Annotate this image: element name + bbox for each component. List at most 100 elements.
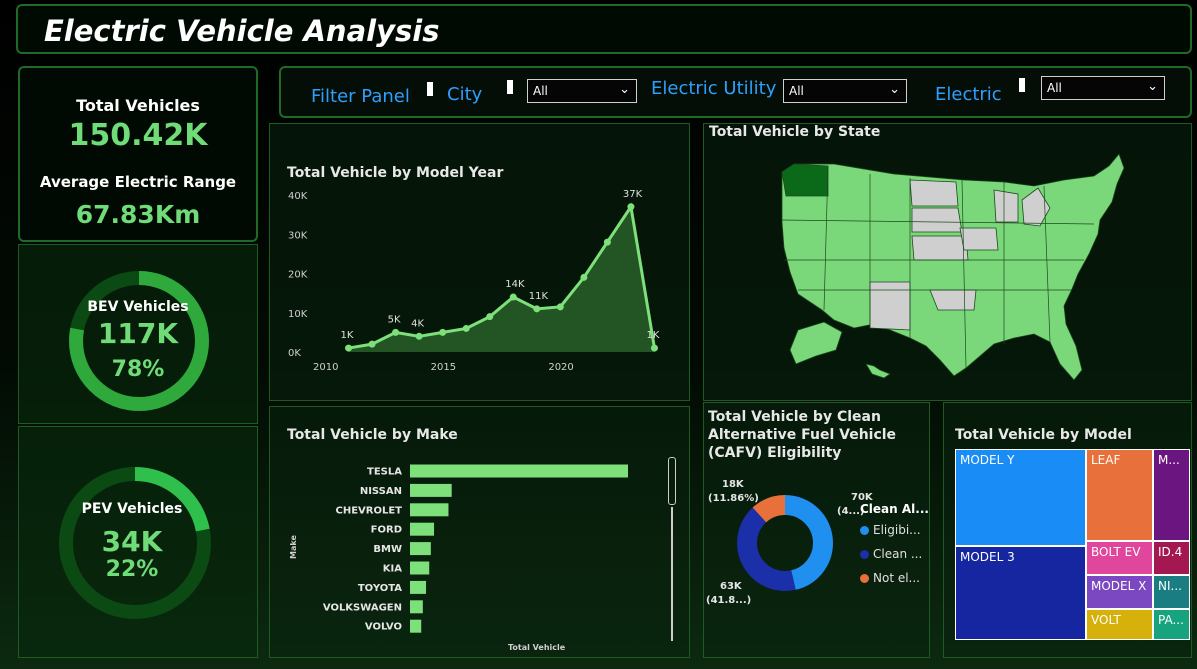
x-axis-label: Total Vehicle	[508, 643, 566, 652]
category-label: VOLKSWAGEN	[323, 602, 402, 613]
data-point[interactable]	[650, 344, 658, 352]
bev-pct: 78%	[111, 357, 165, 382]
bar[interactable]	[410, 619, 422, 633]
data-point[interactable]	[392, 328, 400, 336]
data-point[interactable]	[603, 238, 611, 246]
data-label: 4K	[411, 318, 424, 329]
state-oklahoma[interactable]	[929, 289, 977, 311]
state-nebraska[interactable]	[911, 235, 969, 261]
data-point[interactable]	[462, 324, 470, 332]
data-point[interactable]	[627, 203, 635, 211]
kpi-card: Total Vehicles 150.42K Average Electric …	[18, 66, 258, 242]
bar[interactable]	[410, 580, 427, 594]
slice-pct-label: (11.86%)	[708, 493, 759, 504]
category-label: TOYOTA	[358, 583, 402, 594]
treemap-cell-m[interactable]: M...	[1153, 449, 1190, 541]
chevron-down-icon: ⌄	[619, 82, 630, 97]
pev-label: PEV Vehicles	[81, 501, 183, 517]
utility-filter-label: Electric Utility	[651, 78, 777, 99]
scrollbar-track[interactable]	[671, 507, 673, 641]
state-north-dakota[interactable]	[909, 179, 959, 207]
city-select[interactable]: All ⌄	[527, 79, 637, 103]
legend-item[interactable]: Not el...	[860, 571, 920, 585]
treemap-cell-model-y[interactable]: MODEL Y	[955, 449, 1086, 546]
city-filter-label: City	[447, 84, 483, 105]
pev-ring	[59, 467, 211, 619]
state-iowa[interactable]	[959, 227, 999, 251]
x-tick-label: 2015	[431, 362, 456, 373]
data-point[interactable]	[533, 305, 541, 313]
state-alaska[interactable]	[789, 321, 843, 365]
x-tick-label: 2010	[313, 362, 338, 373]
data-point[interactable]	[368, 340, 376, 348]
treemap-cell-ni[interactable]: NI...	[1153, 575, 1190, 609]
us-map[interactable]	[704, 124, 1191, 400]
data-label: 14K	[505, 279, 525, 290]
data-point[interactable]	[486, 313, 494, 321]
legend-dot-icon	[860, 526, 869, 535]
treemap-cell-model-x[interactable]: MODEL X	[1086, 575, 1153, 609]
state-hawaii[interactable]	[865, 363, 891, 379]
collapse-handle[interactable]	[427, 82, 433, 96]
state-map-panel: Total Vehicle by State	[703, 123, 1192, 401]
pie-slice[interactable]	[737, 495, 833, 591]
treemap-cell-id4[interactable]: ID.4	[1153, 541, 1190, 575]
collapse-handle[interactable]	[1019, 78, 1025, 92]
data-point[interactable]	[415, 332, 423, 340]
legend-label: Clean ...	[873, 547, 923, 561]
data-label: 37K	[623, 189, 643, 200]
filter-panel-label: Filter Panel	[311, 86, 410, 107]
bar[interactable]	[410, 503, 449, 517]
header-bar: Electric Vehicle Analysis	[16, 4, 1192, 54]
avg-range-label: Average Electric Range	[39, 173, 237, 191]
treemap-cell-leaf[interactable]: LEAF	[1086, 449, 1153, 541]
y-tick-label: 30K	[288, 230, 308, 241]
legend-item[interactable]: Clean ...	[860, 547, 922, 561]
bar[interactable]	[410, 561, 430, 575]
data-point[interactable]	[345, 344, 353, 352]
data-point[interactable]	[580, 273, 588, 281]
model-year-title: Total Vehicle by Model Year	[287, 165, 504, 181]
make-title: Total Vehicle by Make	[287, 427, 458, 443]
bar[interactable]	[410, 600, 423, 614]
model-year-chart: 0K 10K 20K 30K 40K 2010 2015 2020 1K 5K 4K 14K 11K 37…	[288, 189, 660, 373]
legend-dot-icon	[860, 574, 869, 583]
legend-label: Eligibi...	[873, 523, 921, 537]
state-new-mexico[interactable]	[869, 281, 911, 331]
category-label: KIA	[383, 564, 402, 575]
total-vehicles-label: Total Vehicles	[76, 96, 200, 115]
state-south-dakota[interactable]	[911, 207, 963, 233]
treemap-cell-model-3[interactable]: MODEL 3	[955, 546, 1086, 640]
area-fill	[348, 206, 655, 352]
data-point[interactable]	[439, 328, 447, 336]
legend-item[interactable]: Eligibi...	[860, 523, 921, 537]
total-vehicles-value: 150.42K	[68, 118, 208, 153]
bar[interactable]	[410, 542, 431, 556]
electric-select[interactable]: All ⌄	[1041, 76, 1165, 100]
data-point[interactable]	[556, 303, 564, 311]
bar[interactable]	[410, 522, 435, 536]
utility-select[interactable]: All ⌄	[783, 79, 907, 103]
cafv-panel: Total Vehicle by Clean Alternative Fuel …	[703, 402, 930, 658]
state-washington[interactable]	[781, 163, 829, 197]
pie-slice[interactable]	[737, 495, 833, 591]
data-label: 1K	[646, 330, 659, 341]
bar[interactable]	[410, 483, 452, 497]
collapse-handle[interactable]	[507, 80, 513, 94]
city-select-value: All	[533, 84, 548, 98]
x-tick-label: 2020	[548, 362, 573, 373]
electric-filter-label: Electric	[935, 84, 1002, 105]
treemap-cell-pa[interactable]: PA...	[1153, 609, 1190, 640]
bev-card: BEV Vehicles 117K 78%	[18, 244, 258, 424]
scrollbar[interactable]	[668, 457, 676, 505]
bar[interactable]	[410, 464, 628, 478]
treemap-cell-bolt-ev[interactable]: BOLT EV	[1086, 541, 1153, 575]
slice-value-label: 18K	[722, 479, 745, 490]
data-point[interactable]	[509, 293, 517, 301]
legend-dot-icon	[860, 550, 869, 559]
y-axis-label: Make	[289, 535, 298, 559]
slice-pct-label: (41.8...)	[706, 595, 751, 606]
data-label: 1K	[341, 330, 354, 341]
treemap-cell-volt[interactable]: VOLT	[1086, 609, 1153, 640]
state-wisconsin[interactable]	[993, 189, 1019, 223]
